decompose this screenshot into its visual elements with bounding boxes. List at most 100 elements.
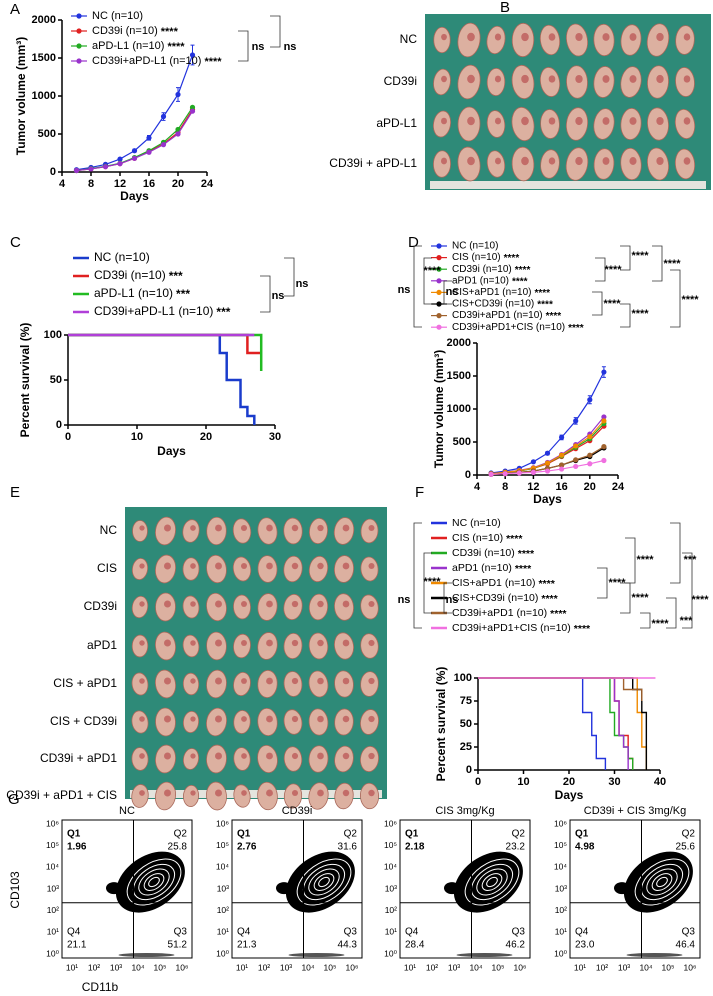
y-tick-label: 50 [50, 374, 62, 386]
annotation: ns [272, 290, 285, 302]
annotation: **** [423, 576, 441, 588]
tumor [333, 555, 355, 583]
tumor [486, 67, 506, 97]
tumor-spot [575, 32, 583, 42]
significance-label: *** [176, 287, 190, 301]
tumor-spot [291, 639, 299, 647]
x-tick-label: 10³ [618, 962, 630, 972]
x-tick-label: 10² [596, 962, 608, 972]
quadrant-name: Q3 [512, 927, 526, 938]
contour-line [318, 876, 330, 888]
legend-label: aPD-L1 (n=10) [94, 286, 173, 300]
significance-label: **** [167, 41, 185, 53]
tumor-spot [266, 524, 273, 532]
tumor-spot [683, 157, 691, 165]
tumor-spot [602, 33, 610, 41]
tumor-spot [215, 562, 222, 570]
y-tick-label: 10² [385, 905, 397, 915]
bracket [620, 303, 631, 328]
data-point [573, 463, 579, 470]
x-tick-label: 4 [474, 481, 481, 493]
tumor-spot [342, 677, 350, 685]
x-tick-label: 0 [475, 776, 481, 788]
tumor-spot [164, 677, 171, 685]
tumor [131, 672, 149, 696]
annotation: **** [603, 298, 621, 310]
data-point [102, 164, 109, 170]
significance-label: **** [568, 323, 584, 334]
data-point [88, 166, 94, 172]
row-label: CIS + aPD1 [53, 676, 117, 690]
legend-label: NC (n=10) [452, 241, 498, 252]
contour-line [640, 863, 684, 901]
data-point [544, 460, 551, 466]
tumor-spot [241, 601, 247, 607]
tumor [675, 25, 695, 55]
contour-floor [118, 953, 175, 957]
tumor [540, 149, 560, 179]
tumor-spot [240, 524, 248, 532]
tumor-spot [164, 752, 171, 760]
tumor [334, 670, 354, 698]
significance-label: **** [504, 253, 520, 264]
bracket [670, 269, 681, 328]
survival-curve [68, 333, 262, 355]
data-point [587, 397, 593, 403]
tumor-spot [342, 562, 350, 570]
tumor-spot [241, 790, 247, 796]
tumor-spot [190, 640, 196, 646]
x-tick-label: 16 [555, 481, 567, 493]
bracket [640, 612, 651, 629]
tumor-spot [215, 600, 222, 608]
tumor [257, 781, 278, 811]
tumor-spot [368, 789, 375, 797]
tumor-spot [368, 639, 375, 647]
panel-letter: C [10, 234, 21, 251]
x-tick-label: 4 [59, 178, 66, 190]
tumor [182, 748, 200, 770]
quadrant-value: 25.8 [168, 842, 188, 853]
y-tick-label: 10¹ [555, 927, 567, 937]
significance-label: **** [538, 578, 555, 590]
series-line [76, 110, 194, 172]
tumor-spot [467, 156, 475, 166]
legend-marker [76, 28, 82, 34]
survival-curve [478, 677, 634, 770]
y-tick-label: 75 [460, 695, 472, 707]
data-point [189, 104, 196, 110]
tumor-spot [467, 74, 475, 84]
annotation: **** [651, 618, 669, 630]
x-tick-label: 20 [200, 431, 212, 443]
survival-curve [68, 333, 263, 371]
x-tick-label: 10¹ [574, 962, 586, 972]
tumor-spot [240, 562, 248, 570]
tumor-spot [342, 715, 350, 723]
tumor-spot [139, 716, 145, 722]
x-tick-label: 10³ [448, 962, 460, 972]
tumor-spot [241, 753, 247, 759]
tumor-spot [656, 74, 664, 84]
tumor [206, 554, 227, 584]
tumor-spot [190, 790, 196, 796]
contour-line [296, 858, 352, 906]
quadrant-name: Q2 [344, 829, 358, 840]
contour-line [302, 863, 346, 901]
tumor-spot [164, 600, 171, 608]
contour-line [308, 868, 340, 896]
data-point [146, 135, 152, 141]
tumor-spot [139, 678, 145, 684]
tumor-spot [602, 157, 610, 165]
quadrant-value: 25.6 [676, 842, 696, 853]
tumor [675, 67, 695, 97]
data-point [530, 469, 537, 475]
tumor-spot [342, 752, 350, 760]
y-tick-label: 1000 [447, 403, 471, 415]
tumor-spot [575, 116, 583, 126]
y-tick-label: 10³ [555, 883, 567, 893]
tumor-spot [521, 74, 529, 84]
y-axis-title: Tumor volume (mm³) [14, 37, 28, 155]
significance-label: **** [506, 533, 523, 545]
tumor [131, 747, 149, 771]
significance-label: **** [546, 311, 562, 322]
tumor [308, 745, 329, 773]
